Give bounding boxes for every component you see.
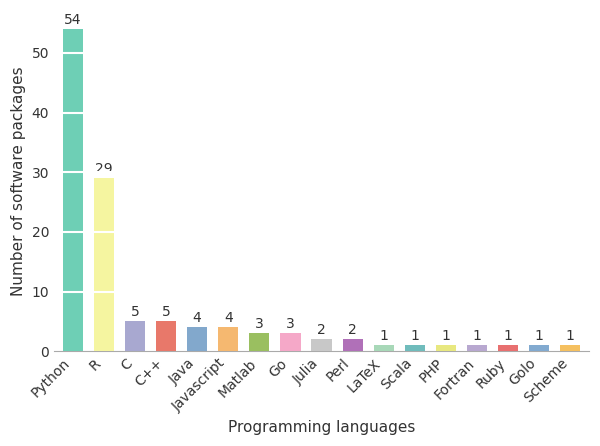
Text: 3: 3 [286,317,295,331]
Bar [94,178,114,351]
Bar [125,322,145,351]
Bar [280,334,301,351]
Text: 1: 1 [535,329,544,343]
Bar [529,345,549,351]
Text: 29: 29 [95,162,113,176]
Text: 1: 1 [473,329,481,343]
Bar [343,339,363,351]
Text: 54: 54 [64,12,82,27]
Bar [187,327,207,351]
Text: 2: 2 [348,323,357,337]
Bar [374,345,394,351]
Text: 1: 1 [503,329,512,343]
Text: 2: 2 [317,323,326,337]
Bar [560,345,580,351]
Bar [467,345,487,351]
Text: 5: 5 [131,305,139,319]
X-axis label: Programming languages: Programming languages [228,420,415,435]
Text: 1: 1 [410,329,419,343]
Bar [156,322,176,351]
Bar [249,334,269,351]
Text: 1: 1 [566,329,575,343]
Text: 5: 5 [161,305,170,319]
Text: 3: 3 [255,317,264,331]
Bar [404,345,425,351]
Bar [63,29,83,351]
Text: 4: 4 [224,311,233,325]
Bar [218,327,238,351]
Y-axis label: Number of software packages: Number of software packages [11,66,26,296]
Text: 1: 1 [442,329,451,343]
Text: 4: 4 [193,311,202,325]
Bar [498,345,518,351]
Text: 1: 1 [379,329,388,343]
Bar [311,339,332,351]
Bar [436,345,456,351]
